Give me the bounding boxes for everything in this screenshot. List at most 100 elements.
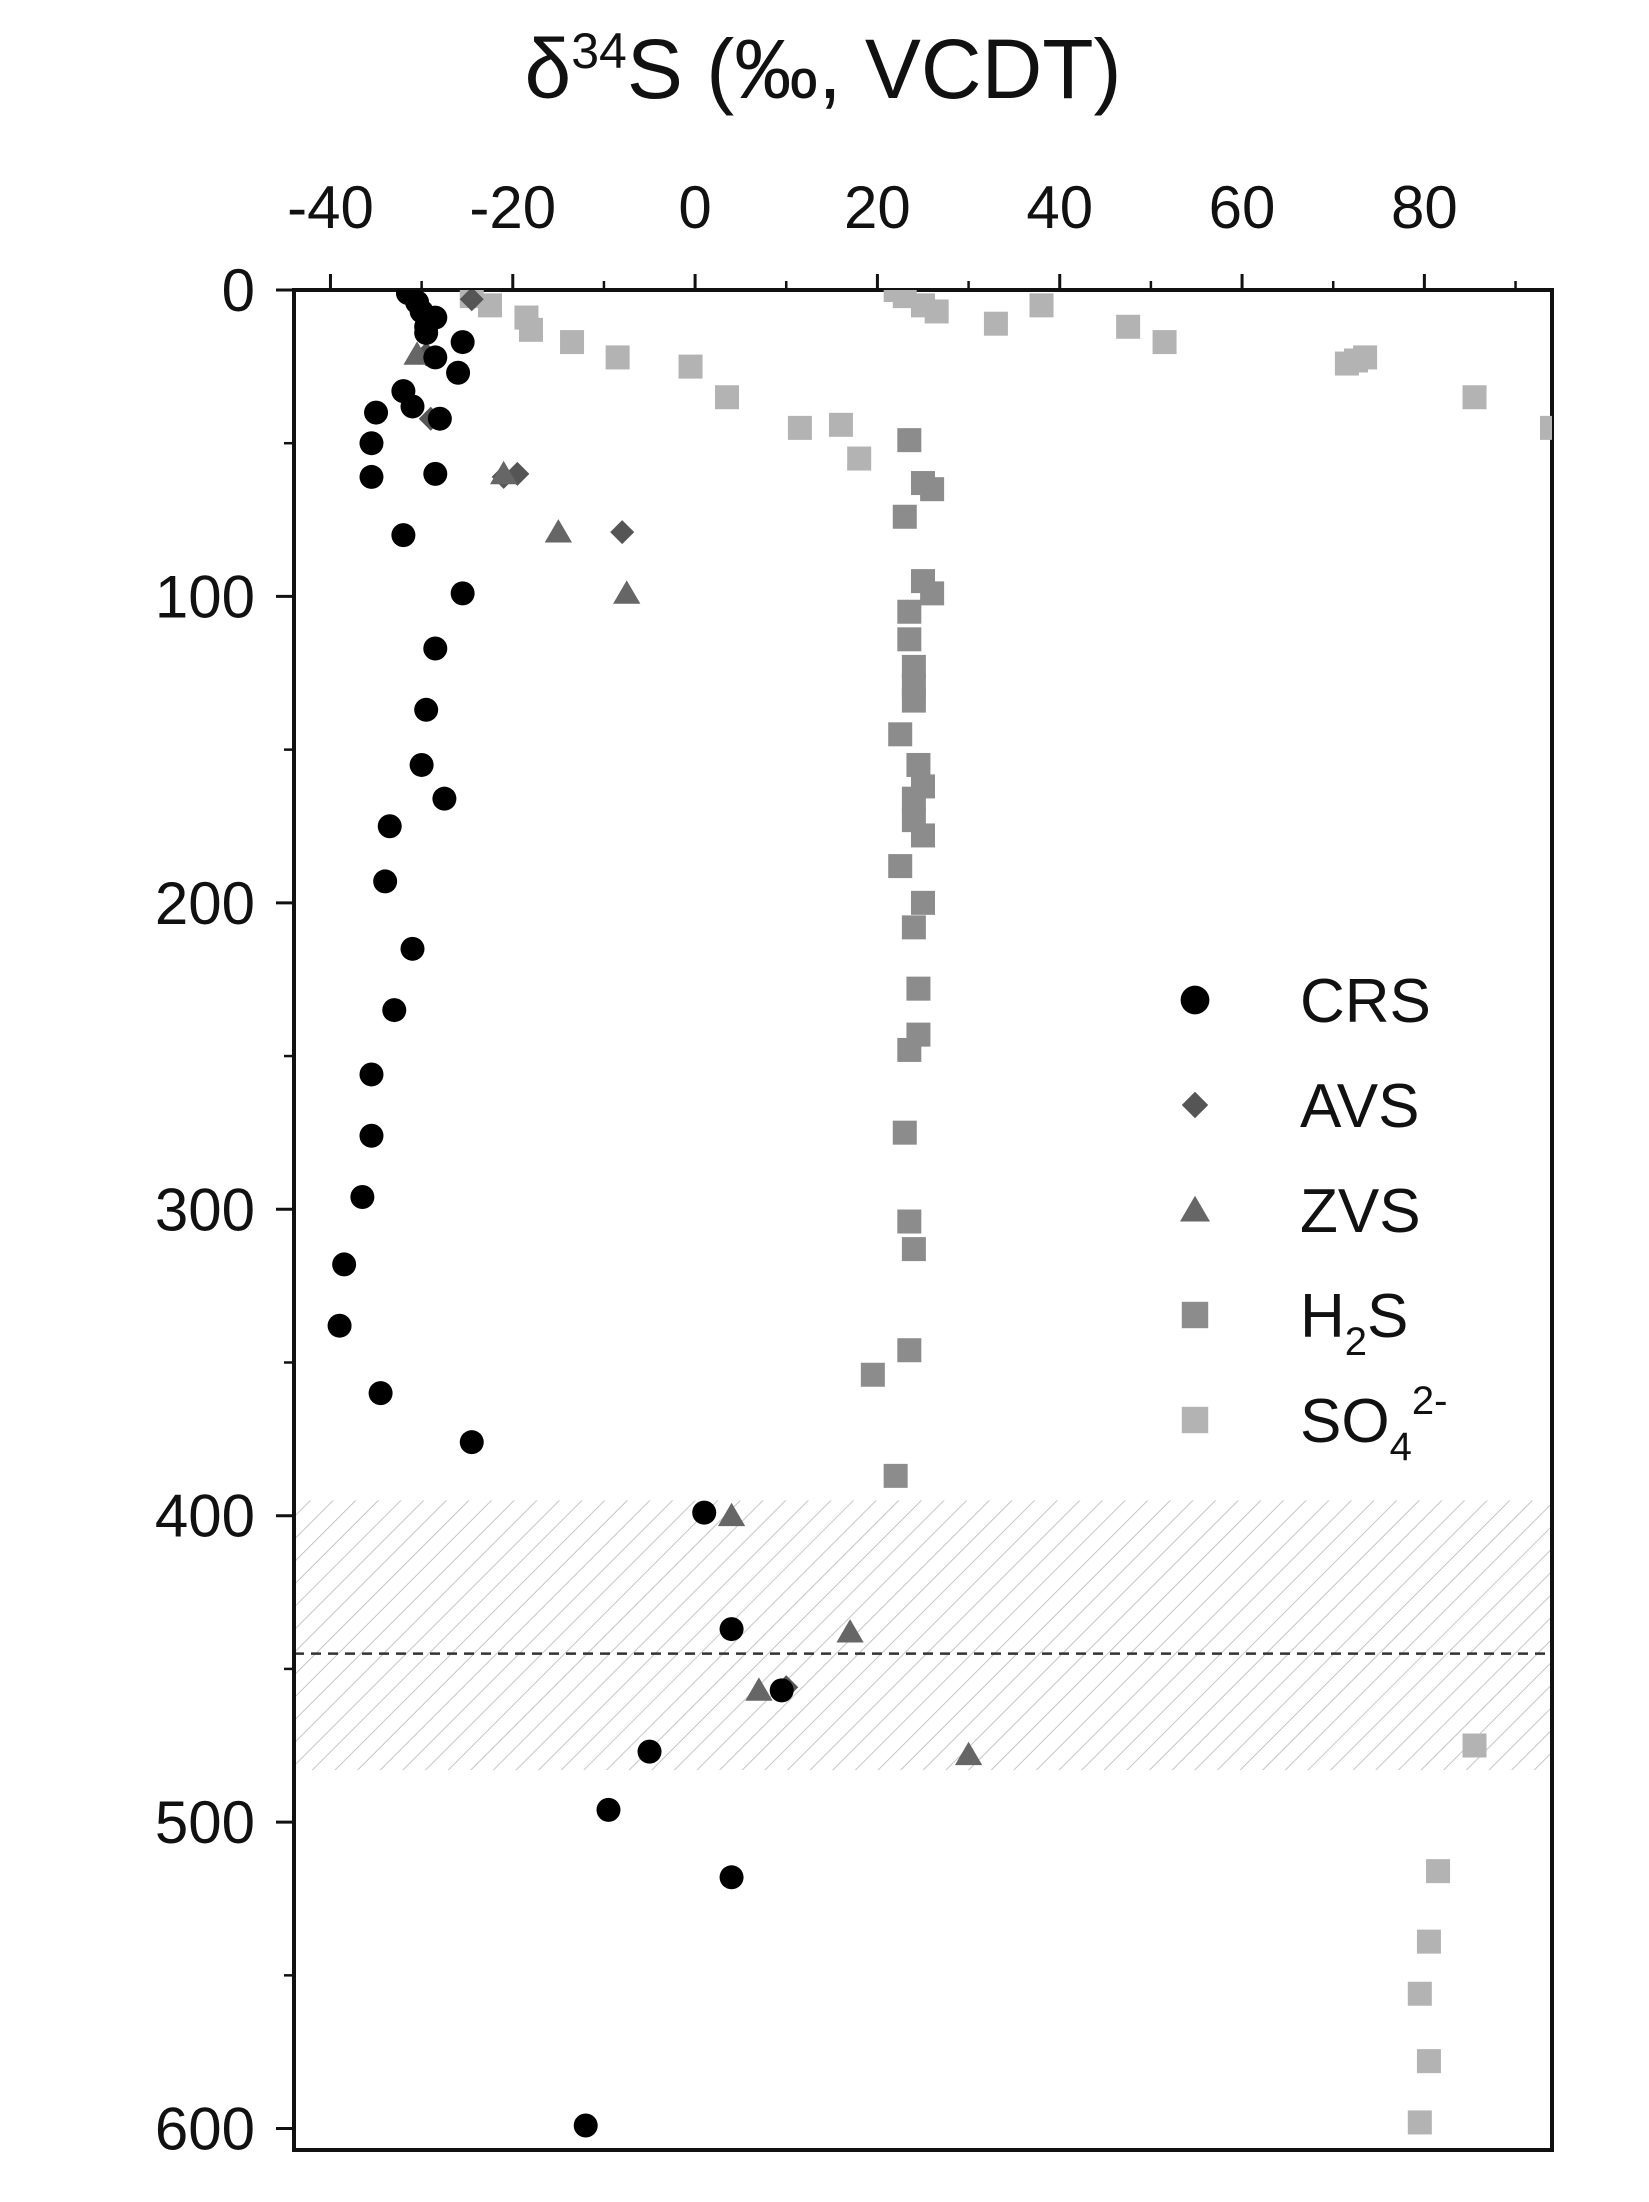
data-point-so4-2 xyxy=(924,299,949,324)
data-point-h2s xyxy=(860,1362,885,1387)
data-point-h2s xyxy=(911,823,935,848)
data-point-crs xyxy=(400,394,425,419)
x-tick-label: 40 xyxy=(1026,174,1093,241)
data-point-crs xyxy=(391,523,416,548)
data-point-h2s xyxy=(906,752,931,777)
data-point-so4-2 xyxy=(1029,293,1054,318)
legend-label-avs: AVS xyxy=(1300,1072,1419,1141)
data-point-h2s xyxy=(901,915,926,940)
data-point-crs xyxy=(769,1678,794,1703)
data-point-h2s xyxy=(897,627,922,652)
data-point-crs xyxy=(327,1313,352,1338)
data-point-h2s xyxy=(901,786,926,811)
data-point-crs xyxy=(400,936,425,961)
data-point-h2s xyxy=(892,504,917,529)
x-tick-label: 0 xyxy=(678,174,711,241)
data-point-so4-2 xyxy=(1416,1929,1441,1954)
data-point-crs xyxy=(423,636,448,661)
x-tick-label: 20 xyxy=(844,174,911,241)
data-point-crs xyxy=(446,360,471,385)
data-point-crs xyxy=(719,1617,744,1642)
data-point-so4-2 xyxy=(477,293,502,318)
data-point-h2s xyxy=(897,1037,922,1062)
data-point-so4-2 xyxy=(847,446,872,471)
data-point-zvs xyxy=(836,1619,864,1643)
y-tick-label: 300 xyxy=(155,1176,255,1243)
data-point-so4-2 xyxy=(715,385,740,410)
y-tick-label: 400 xyxy=(155,1483,255,1550)
hatched-zone-layer xyxy=(294,1500,1552,1771)
y-tick-label: 500 xyxy=(155,1789,255,1856)
plot-frame xyxy=(292,288,1554,2152)
legend-label-so4-2: SO42- xyxy=(1300,1379,1447,1469)
data-point-so4-2 xyxy=(605,345,630,370)
x-tick-label: -20 xyxy=(469,174,556,241)
data-point-h2s xyxy=(897,1338,922,1363)
data-point-crs xyxy=(414,320,439,345)
data-point-crs xyxy=(350,1185,375,1210)
data-point-crs xyxy=(450,581,475,606)
data-point-h2s xyxy=(901,688,926,713)
y-tick-label: 0 xyxy=(222,257,255,324)
data-point-so4-2 xyxy=(892,290,917,309)
data-point-so4-2 xyxy=(1462,385,1487,410)
chart-title: δ34S (‰, VCDT) xyxy=(524,22,1121,116)
data-point-crs xyxy=(596,1797,621,1822)
data-point-crs xyxy=(373,869,398,894)
y-tick-label: 200 xyxy=(155,870,255,937)
data-point-crs xyxy=(409,752,434,777)
data-point-so4-2 xyxy=(1462,1733,1487,1758)
legend-marker-crs xyxy=(1180,985,1210,1015)
data-point-so4-2 xyxy=(983,311,1008,336)
data-point-crs xyxy=(459,1430,484,1455)
data-point-h2s xyxy=(897,599,922,624)
data-points xyxy=(327,290,1552,2138)
legend-label-zvs: ZVS xyxy=(1300,1177,1421,1246)
data-point-h2s xyxy=(897,428,922,453)
data-point-crs xyxy=(377,814,402,839)
x-tick-label: 60 xyxy=(1209,174,1276,241)
data-point-crs xyxy=(359,431,384,456)
data-point-h2s xyxy=(888,722,913,747)
data-point-so4-2 xyxy=(1116,314,1141,339)
legend-label-h2s: H2S xyxy=(1300,1282,1408,1364)
data-point-crs xyxy=(359,1062,384,1087)
data-point-so4-2 xyxy=(787,415,812,440)
data-point-so4-2 xyxy=(1152,330,1177,355)
data-point-so4-2 xyxy=(1426,1859,1451,1884)
data-point-crs xyxy=(450,330,475,355)
data-point-crs xyxy=(414,697,439,722)
data-point-crs xyxy=(368,1381,393,1406)
y-tick-label: 600 xyxy=(155,2096,255,2163)
data-point-h2s xyxy=(897,1209,922,1234)
data-point-crs xyxy=(719,1865,744,1890)
data-point-so4-2 xyxy=(828,412,853,437)
data-point-crs xyxy=(382,998,407,1023)
data-point-h2s xyxy=(911,890,935,915)
data-point-so4-2 xyxy=(678,354,703,379)
x-tick-label: -40 xyxy=(287,174,374,241)
data-point-crs xyxy=(637,1739,662,1764)
data-point-h2s xyxy=(883,1463,908,1488)
data-point-crs xyxy=(432,786,457,811)
data-point-so4-2 xyxy=(1540,415,1552,440)
data-point-h2s xyxy=(920,477,945,502)
y-tick-label: 100 xyxy=(155,563,255,630)
data-point-crs xyxy=(573,2113,598,2138)
data-point-crs xyxy=(423,345,448,370)
data-point-crs xyxy=(364,400,389,425)
data-point-zvs xyxy=(717,1502,746,1527)
data-point-h2s xyxy=(920,581,945,606)
legend-marker-h2s xyxy=(1181,1301,1209,1329)
data-point-zvs xyxy=(613,580,641,604)
data-point-h2s xyxy=(901,1237,926,1262)
data-point-h2s xyxy=(892,1120,917,1145)
data-point-crs xyxy=(427,406,452,431)
data-point-h2s xyxy=(906,976,931,1001)
data-point-crs xyxy=(359,464,384,489)
data-point-crs xyxy=(359,1123,384,1148)
data-point-zvs xyxy=(954,1741,983,1766)
x-tick-label: 80 xyxy=(1391,174,1458,241)
data-point-so4-2 xyxy=(1407,1981,1432,2006)
